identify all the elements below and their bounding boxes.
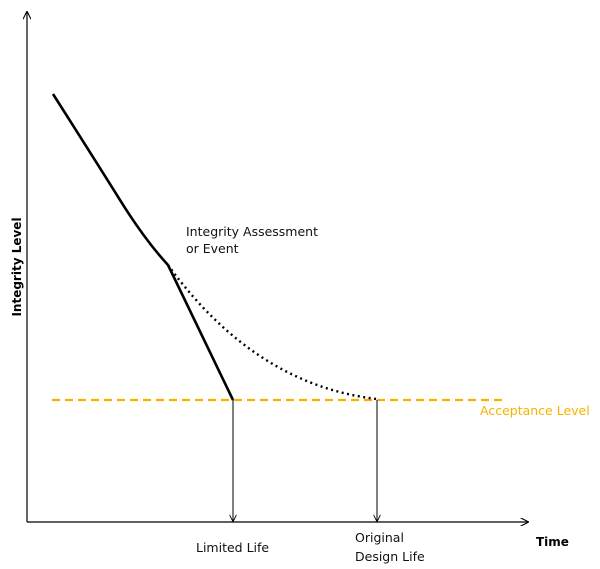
event-label-line2: or Event (186, 241, 239, 256)
acceptance-level-label: Acceptance Level (480, 403, 590, 418)
degradation-curve-accelerated (166, 264, 235, 401)
limited-life-label: Limited Life (196, 540, 269, 555)
design-life-label-line2: Design Life (355, 549, 425, 564)
event-label-line1: Integrity Assessment (186, 224, 318, 239)
degradation-curve-initial (51, 93, 169, 266)
design-life-label-line1: Original (355, 530, 404, 545)
y-axis-title: Integrity Level (10, 217, 24, 316)
x-axis-title: Time (536, 535, 569, 549)
